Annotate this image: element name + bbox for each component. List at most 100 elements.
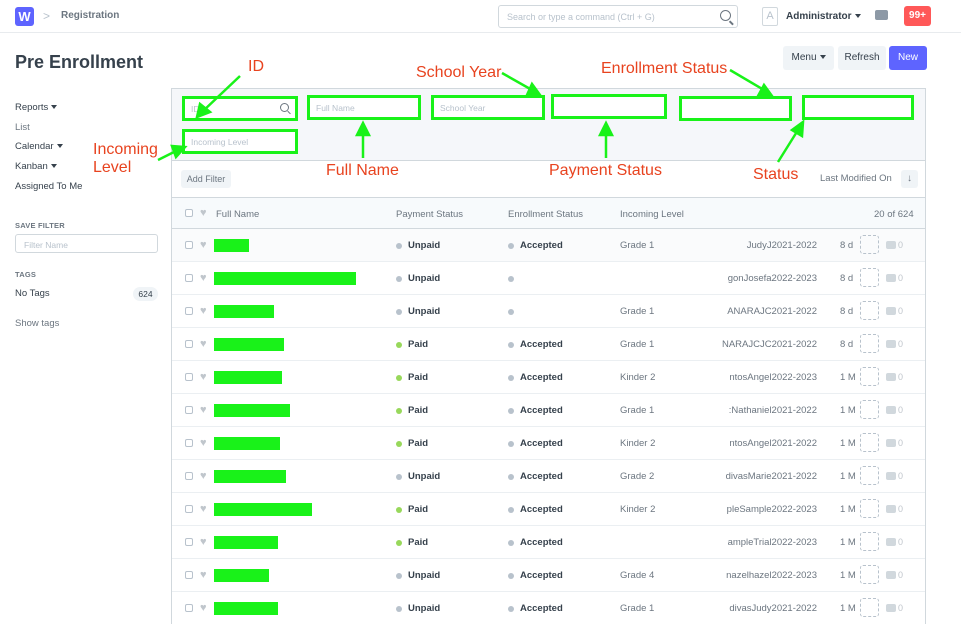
sidebar-item-kanban[interactable]: Kanban bbox=[15, 161, 57, 172]
school-year-filter-input[interactable]: School Year bbox=[431, 95, 545, 120]
payment-status-filter-input[interactable] bbox=[551, 94, 667, 119]
assign-avatar-placeholder[interactable] bbox=[860, 235, 879, 254]
row-checkbox[interactable] bbox=[185, 406, 193, 414]
heart-icon[interactable]: ♥ bbox=[200, 404, 207, 416]
avatar[interactable]: A bbox=[762, 7, 778, 26]
table-row[interactable]: ♥ Unpaid Accepted Grade 4 nazelhazel2022-202… bbox=[172, 559, 925, 592]
sidebar-item-assigned[interactable]: Assigned To Me bbox=[15, 181, 83, 192]
breadcrumb-registration[interactable]: Registration bbox=[61, 10, 120, 21]
record-id[interactable]: ntosAngel2022-2023 bbox=[729, 372, 817, 383]
new-button[interactable]: New bbox=[889, 46, 927, 70]
row-checkbox[interactable] bbox=[185, 340, 193, 348]
table-row[interactable]: ♥ Paid Accepted ampleTrial2022-2023 1 M 0 bbox=[172, 526, 925, 559]
full-name-redacted[interactable] bbox=[214, 371, 282, 384]
table-row[interactable]: ♥ Paid Accepted Kinder 2 ntosAngel2021-2022 1… bbox=[172, 427, 925, 460]
table-row[interactable]: ♥ Unpaid Grade 1 ANARAJC2021-2022 8 d 0 bbox=[172, 295, 925, 328]
table-row[interactable]: ♥ Unpaid Accepted Grade 1 divasJudy2021-2022… bbox=[172, 592, 925, 624]
heart-icon[interactable]: ♥ bbox=[200, 602, 207, 614]
record-id[interactable]: ANARAJC2021-2022 bbox=[727, 306, 817, 317]
full-name-redacted[interactable] bbox=[214, 404, 290, 417]
row-checkbox[interactable] bbox=[185, 439, 193, 447]
filter-name-input[interactable]: Filter Name bbox=[15, 234, 158, 253]
record-id[interactable]: ampleTrial2022-2023 bbox=[727, 537, 817, 548]
enrollment-status-filter-input[interactable] bbox=[679, 96, 792, 121]
row-checkbox[interactable] bbox=[185, 505, 193, 513]
table-row[interactable]: ♥ Paid Accepted Kinder 2 pleSample2022-2023 1… bbox=[172, 493, 925, 526]
row-checkbox[interactable] bbox=[185, 604, 193, 612]
full-name-redacted[interactable] bbox=[214, 305, 274, 318]
row-checkbox[interactable] bbox=[185, 571, 193, 579]
record-id[interactable]: nazelhazel2022-2023 bbox=[726, 570, 817, 581]
row-checkbox[interactable] bbox=[185, 472, 193, 480]
full-name-redacted[interactable] bbox=[214, 602, 278, 615]
incoming-level-filter-input[interactable]: Incoming Level bbox=[182, 129, 298, 154]
sidebar-item-list[interactable]: List bbox=[15, 122, 30, 133]
notifications-badge[interactable]: 99+ bbox=[904, 6, 931, 26]
add-filter-button[interactable]: Add Filter bbox=[181, 170, 231, 188]
heart-icon[interactable]: ♥ bbox=[200, 569, 207, 581]
table-row[interactable]: ♥ Paid Accepted Grade 1 NARAJCJC2021-2022 8 d… bbox=[172, 328, 925, 361]
row-checkbox[interactable] bbox=[185, 274, 193, 282]
heart-icon[interactable]: ♥ bbox=[200, 536, 207, 548]
heart-icon[interactable]: ♥ bbox=[200, 503, 207, 515]
sidebar-item-calendar[interactable]: Calendar bbox=[15, 141, 63, 152]
record-id[interactable]: NARAJCJC2021-2022 bbox=[721, 339, 817, 350]
user-menu[interactable]: Administrator bbox=[786, 11, 861, 22]
table-row[interactable]: ♥ Unpaid Accepted Grade 2 divasMarie2021-202… bbox=[172, 460, 925, 493]
sidebar-item-reports[interactable]: Reports bbox=[15, 102, 58, 113]
full-name-redacted[interactable] bbox=[214, 239, 249, 252]
assign-avatar-placeholder[interactable] bbox=[860, 466, 879, 485]
table-row[interactable]: ♥ Paid Accepted Kinder 2 ntosAngel2022-2023 1… bbox=[172, 361, 925, 394]
assign-avatar-placeholder[interactable] bbox=[860, 532, 879, 551]
heart-icon[interactable]: ♥ bbox=[200, 239, 207, 251]
heart-icon[interactable]: ♥ bbox=[200, 338, 207, 350]
heart-icon[interactable]: ♥ bbox=[200, 470, 207, 482]
awesome-bar[interactable]: Search or type a command (Ctrl + G) bbox=[498, 5, 738, 28]
status-filter-input[interactable] bbox=[802, 95, 914, 120]
record-id[interactable]: divasJudy2021-2022 bbox=[729, 603, 817, 614]
app-logo[interactable]: W bbox=[15, 7, 34, 26]
heart-icon[interactable]: ♥ bbox=[200, 371, 207, 383]
assign-avatar-placeholder[interactable] bbox=[860, 301, 879, 320]
assign-avatar-placeholder[interactable] bbox=[860, 565, 879, 584]
heart-icon[interactable]: ♥ bbox=[200, 272, 207, 284]
assign-avatar-placeholder[interactable] bbox=[860, 598, 879, 617]
row-checkbox[interactable] bbox=[185, 373, 193, 381]
heart-icon[interactable]: ♥ bbox=[200, 207, 207, 219]
select-all-checkbox[interactable] bbox=[185, 209, 193, 217]
record-id[interactable]: gonJosefa2022-2023 bbox=[727, 273, 817, 284]
record-id[interactable]: :Nathaniel2021-2022 bbox=[728, 405, 817, 416]
record-id[interactable]: pleSample2022-2023 bbox=[726, 504, 817, 515]
full-name-redacted[interactable] bbox=[214, 470, 286, 483]
row-checkbox[interactable] bbox=[185, 538, 193, 546]
full-name-redacted[interactable] bbox=[214, 503, 312, 516]
full-name-redacted[interactable] bbox=[214, 569, 269, 582]
record-id[interactable]: JudyJ2021-2022 bbox=[746, 240, 817, 251]
assign-avatar-placeholder[interactable] bbox=[860, 268, 879, 287]
menu-button[interactable]: Menu bbox=[783, 46, 834, 70]
table-row[interactable]: ♥ Unpaid Accepted Grade 1 JudyJ2021-2022 8 d 0 bbox=[172, 229, 925, 262]
assign-avatar-placeholder[interactable] bbox=[860, 334, 879, 353]
full-name-redacted[interactable] bbox=[214, 536, 278, 549]
arrow-down-icon[interactable]: ↓ bbox=[901, 170, 918, 188]
sort-selector[interactable]: Last Modified On bbox=[820, 173, 892, 184]
full-name-redacted[interactable] bbox=[214, 272, 356, 285]
chat-icon[interactable] bbox=[875, 10, 888, 20]
assign-avatar-placeholder[interactable] bbox=[860, 367, 879, 386]
record-id[interactable]: ntosAngel2021-2022 bbox=[729, 438, 817, 449]
refresh-button[interactable]: Refresh bbox=[838, 46, 886, 70]
assign-avatar-placeholder[interactable] bbox=[860, 400, 879, 419]
assign-avatar-placeholder[interactable] bbox=[860, 433, 879, 452]
table-row[interactable]: ♥ Unpaid gonJosefa2022-2023 8 d 0 bbox=[172, 262, 925, 295]
no-tags-item[interactable]: No Tags bbox=[15, 288, 50, 299]
full-name-filter-input[interactable]: Full Name bbox=[307, 95, 421, 120]
heart-icon[interactable]: ♥ bbox=[200, 437, 207, 449]
full-name-redacted[interactable] bbox=[214, 437, 280, 450]
row-checkbox[interactable] bbox=[185, 241, 193, 249]
heart-icon[interactable]: ♥ bbox=[200, 305, 207, 317]
record-id[interactable]: divasMarie2021-2022 bbox=[725, 471, 817, 482]
show-tags-link[interactable]: Show tags bbox=[15, 318, 60, 329]
assign-avatar-placeholder[interactable] bbox=[860, 499, 879, 518]
full-name-redacted[interactable] bbox=[214, 338, 284, 351]
row-checkbox[interactable] bbox=[185, 307, 193, 315]
